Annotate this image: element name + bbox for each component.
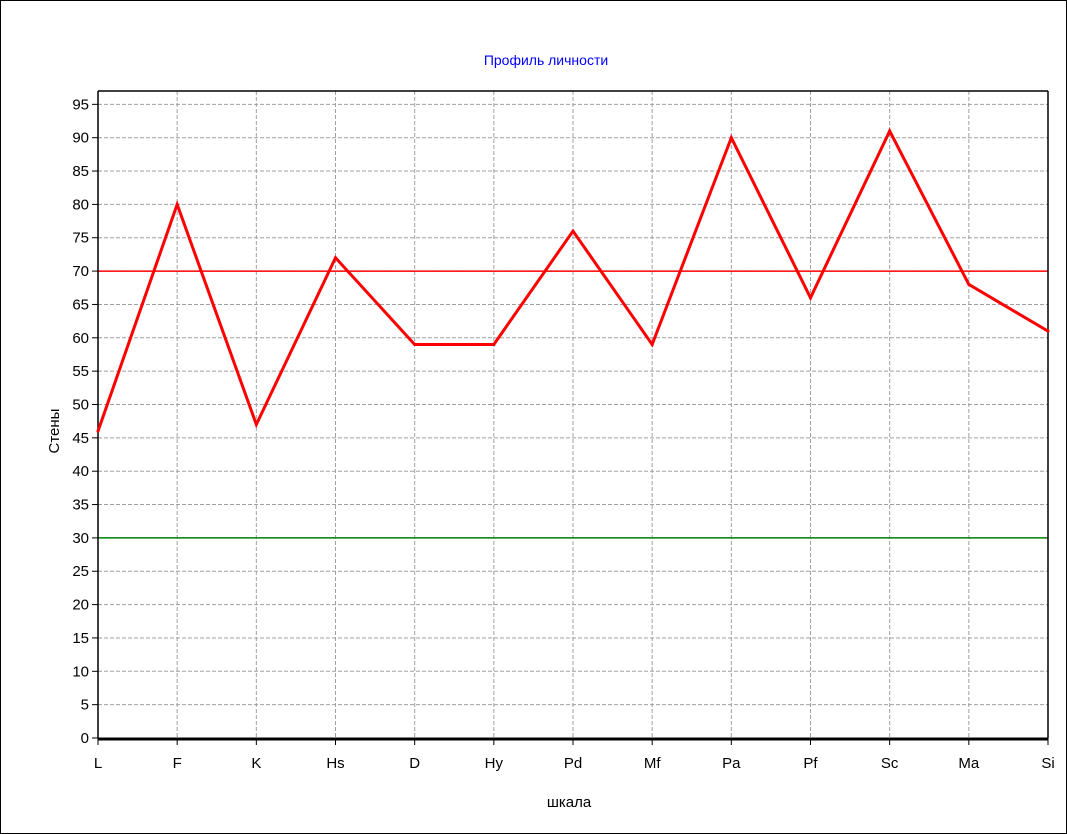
x-tick-label: Ma	[958, 755, 979, 772]
y-tick-label: 40	[72, 463, 89, 480]
x-tick-labels: L F K Hs D Hy Pd Mf Pa Pf Sc Ma Si	[94, 755, 1055, 772]
x-tick-label: Si	[1041, 755, 1054, 772]
x-tick-label: Pf	[803, 755, 818, 772]
y-tick-label: 30	[72, 530, 89, 547]
data-point	[254, 423, 258, 427]
x-tick-label: D	[409, 755, 420, 772]
series-layer	[96, 127, 1050, 433]
data-point	[413, 342, 417, 346]
x-tick-label: Hs	[326, 755, 344, 772]
y-tick-label: 60	[72, 330, 89, 347]
data-point	[729, 136, 733, 140]
y-tick-label: 5	[81, 697, 89, 714]
y-tick-label: 20	[72, 597, 89, 614]
y-tick-label: 80	[72, 196, 89, 213]
axes	[92, 90, 1049, 745]
reference-lines	[98, 270, 1048, 539]
data-point	[809, 296, 812, 300]
data-point	[1046, 329, 1050, 333]
y-tick-label: 65	[72, 296, 89, 313]
y-tick-label: 85	[72, 163, 89, 180]
x-tick-label: K	[251, 755, 261, 772]
y-tick-label: 45	[72, 430, 89, 447]
grid	[98, 91, 1048, 738]
data-point	[571, 229, 575, 233]
y-tick-label: 25	[72, 563, 89, 580]
x-tick-label: Pd	[564, 755, 582, 772]
chart-title: Профиль личности	[484, 52, 608, 68]
x-tick-label: Mf	[644, 755, 661, 772]
x-axis-title: шкала	[547, 794, 592, 811]
data-point	[492, 342, 496, 346]
data-point	[650, 342, 654, 346]
y-tick-label: 75	[72, 230, 89, 247]
data-point	[96, 429, 100, 433]
x-tick-label: L	[94, 755, 102, 772]
y-tick-label: 35	[72, 497, 89, 514]
y-tick-labels: 0 5 10 15 20 25 30 35 40 45 50 55 60 65 70 75 80 85 90 95	[72, 96, 89, 747]
x-tick-label: Sc	[881, 755, 899, 772]
data-point	[175, 202, 179, 206]
y-tick-label: 90	[72, 130, 89, 147]
y-tick-label: 50	[72, 396, 89, 413]
x-tick-label: F	[173, 755, 182, 772]
y-tick-label: 95	[72, 96, 89, 113]
y-axis-title: Стены	[46, 409, 63, 454]
data-point	[967, 282, 971, 286]
y-tick-label: 55	[72, 363, 89, 380]
x-tick-label: Hy	[485, 755, 504, 772]
x-tick-label: Pa	[722, 755, 741, 772]
y-tick-label: 0	[81, 730, 89, 747]
y-tick-label: 10	[72, 663, 89, 680]
data-point	[888, 129, 892, 133]
y-tick-label: 70	[72, 263, 89, 280]
y-tick-label: 15	[72, 630, 89, 647]
data-point	[334, 256, 337, 260]
